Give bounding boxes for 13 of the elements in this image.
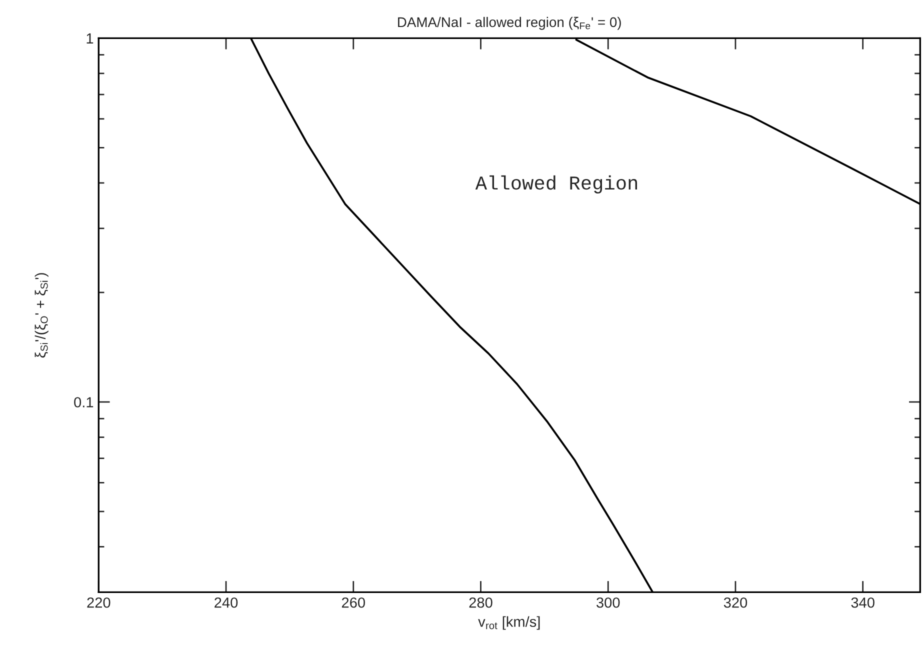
y-tick-label: 1 xyxy=(86,33,94,44)
x-tick-label: 340 xyxy=(851,597,874,608)
x-tick-label: 260 xyxy=(342,597,365,608)
x-tick-label: 300 xyxy=(596,597,620,608)
x-axis-title: v$_{rot}$ [km/s] xyxy=(478,616,540,630)
x-tick-label: 240 xyxy=(214,597,238,608)
y-tick-label: 0.1 xyxy=(74,397,94,408)
x-tick-label: 320 xyxy=(724,597,748,608)
annotation: Allowed Region xyxy=(475,175,638,194)
y-axis-title: ξ$_{Si}$'/(ξ$_{O}$' + ξ$_{Si}$') xyxy=(34,273,48,358)
x-tick-label: 280 xyxy=(469,597,492,608)
chart-title: DAMA/NaI - allowed region (ξ$_{Fe}$' = 0) xyxy=(398,16,621,30)
x-tick-label: 220 xyxy=(87,597,110,608)
